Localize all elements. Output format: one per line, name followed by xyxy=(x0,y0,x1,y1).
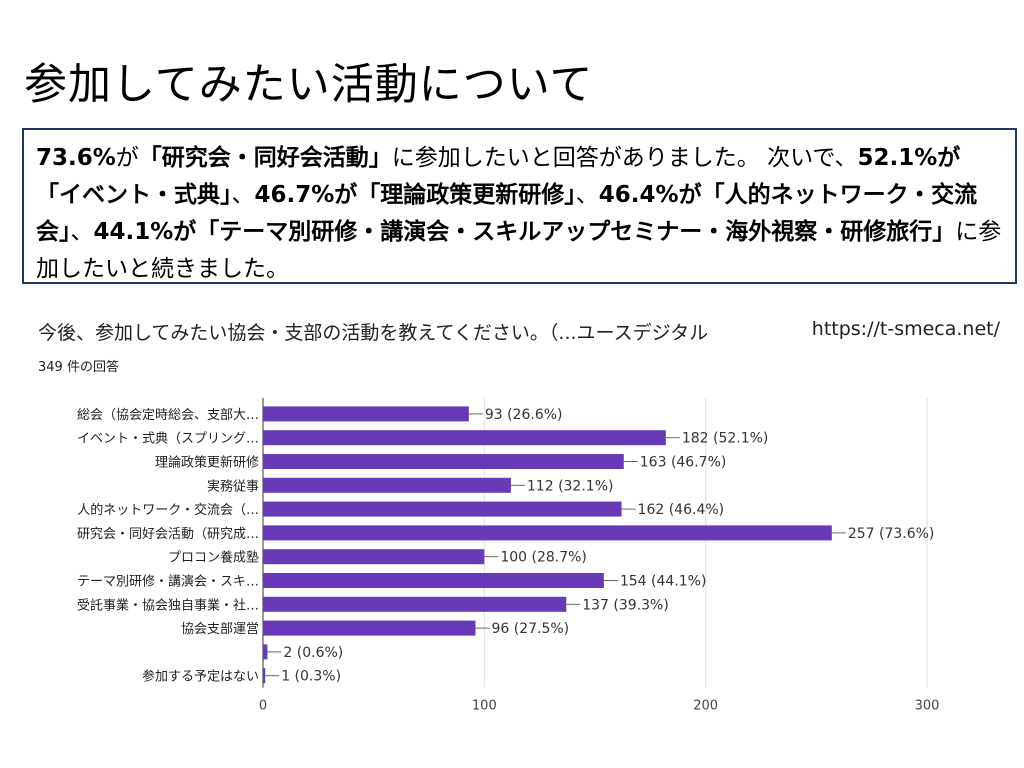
value-label: 257 (73.6%) xyxy=(848,526,935,542)
value-label: 1 (0.3%) xyxy=(281,669,341,685)
page-title: 参加してみたい活動について xyxy=(24,60,594,110)
value-label: 154 (44.1%) xyxy=(620,574,707,590)
question-text: 今後、参加してみたい協会・支部の活動を教えてください。（...ユースデジタル xyxy=(38,322,709,344)
value-labels: 93 (26.6%) 182 (52.1%) 163 (46.7%) 112 (32.… xyxy=(265,407,934,685)
category-label: 総会（協会定時総会、支部大… xyxy=(77,408,259,423)
question-url: https://t-smeca.net/ xyxy=(811,318,1000,340)
category-label: 研究会・同好会活動（研究成… xyxy=(77,527,259,542)
value-label: 100 (28.7%) xyxy=(500,550,587,566)
x-tick-labels: 0 100 200 300 xyxy=(259,699,940,714)
value-label: 112 (32.1%) xyxy=(527,478,614,494)
response-count: 349 件の回答 xyxy=(38,360,119,375)
bar xyxy=(263,430,666,446)
bar xyxy=(263,477,511,493)
value-label: 96 (27.5%) xyxy=(491,621,569,637)
summary-segment: に参加したいと回答がありました。 次いで、 xyxy=(391,145,858,171)
summary-segment: が xyxy=(115,145,139,171)
category-labels: 総会（協会定時総会、支部大… イベント・式典（スプリング… 理論政策更新研修実務従事… xyxy=(77,408,259,685)
grid-lines xyxy=(262,398,928,688)
category-label: イベント・式典（スプリング… xyxy=(77,432,259,447)
summary-segment: 、 xyxy=(70,219,94,245)
x-tick-label: 100 xyxy=(472,699,497,714)
bar xyxy=(263,644,268,660)
category-label: テーマ別研修・講演会・スキ… xyxy=(77,574,259,590)
category-label: 受託事業・協会独自事業・社… xyxy=(77,597,259,613)
summary-segment: 73.6% xyxy=(36,145,116,171)
summary-segment: 、 xyxy=(231,182,255,208)
value-label: 182 (52.1%) xyxy=(682,431,769,447)
summary-segment: に参加したいと続きました。 xyxy=(36,219,1002,282)
bar xyxy=(263,525,832,541)
category-label: プロコン養成塾 xyxy=(168,550,259,566)
bar xyxy=(263,668,266,684)
bar xyxy=(263,406,469,422)
bar xyxy=(263,573,604,588)
bars xyxy=(263,406,832,684)
category-label: 人的ネットワーク・交流会（… xyxy=(77,502,259,518)
summary-segment: 46.4%が「人的ネットワーク・交流会」 xyxy=(36,182,978,245)
form-question: 今後、参加してみたい協会・支部の活動を教えてください。（...ユースデジタル h… xyxy=(38,318,1000,345)
summary-segment: 「研究会・同好会活動」 xyxy=(138,145,392,171)
summary-segment: 44.1%が「テーマ別研修・講演会・スキルアップセミナー・海外視察・研修旅行」 xyxy=(93,219,956,245)
value-label: 137 (39.3%) xyxy=(582,597,669,613)
bar xyxy=(263,596,567,612)
summary-segment: 52.1% xyxy=(857,145,938,171)
x-tick-label: 200 xyxy=(693,699,718,714)
summary-segment: 、 xyxy=(575,182,599,208)
bar xyxy=(263,620,476,636)
bar xyxy=(263,501,622,517)
x-tick-label: 300 xyxy=(915,699,940,714)
category-label: 参加する予定はない xyxy=(142,669,259,685)
value-label: 2 (0.6%) xyxy=(283,645,343,661)
category-label: 協会支部運営 xyxy=(181,622,259,637)
value-label: 93 (26.6%) xyxy=(485,407,563,423)
bar xyxy=(263,454,624,469)
bar-chart: 総会（協会定時総会、支部大… イベント・式典（スプリング… 理論政策更新研修実務従事… xyxy=(77,398,940,714)
category-label: 実務従事 xyxy=(207,478,259,494)
summary-segment: 46.7%が「理論政策更新研修」 xyxy=(254,182,576,208)
summary-box: 73.6%が「研究会・同好会活動」に参加したいと回答がありました。 次いで、52… xyxy=(22,128,1017,284)
category-label: 理論政策更新研修 xyxy=(155,455,259,471)
value-label: 162 (46.4%) xyxy=(638,502,725,518)
summary-segment: が「イベント・式典」 xyxy=(36,145,961,208)
value-label: 163 (46.7%) xyxy=(640,455,727,471)
bar xyxy=(263,549,485,565)
x-tick-label: 0 xyxy=(259,699,267,714)
